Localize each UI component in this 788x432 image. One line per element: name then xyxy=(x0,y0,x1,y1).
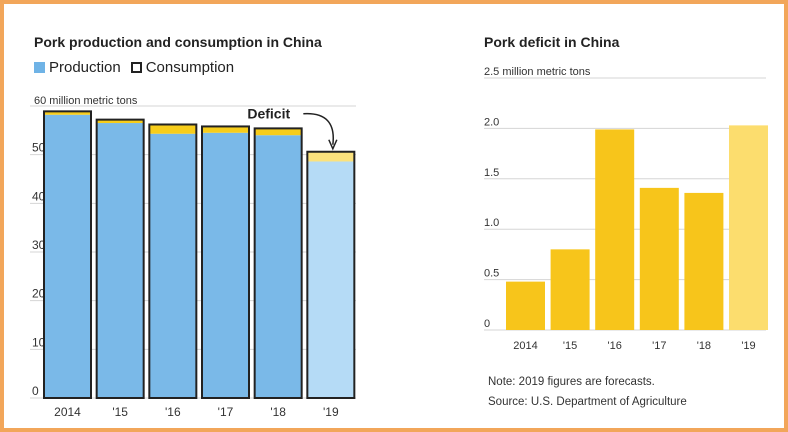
deficit-annotation: Deficit xyxy=(247,106,290,122)
deficit-bar-19 xyxy=(729,125,768,330)
right-y-tick-label: 0.5 xyxy=(484,268,499,280)
left-y-tick-label: 50 xyxy=(32,141,46,155)
right-y-tick-label: 1.5 xyxy=(484,167,499,179)
right-x-tick-label-19: '19 xyxy=(741,340,755,352)
deficit-bar-18 xyxy=(684,192,724,330)
deficit-segment-15 xyxy=(96,119,144,124)
left-x-tick-label-19: '19 xyxy=(323,405,339,419)
right-y-tick-label: 1.0 xyxy=(484,217,499,229)
deficit-annotation-arrow xyxy=(303,112,334,145)
right-x-tick-label-16: '16 xyxy=(608,340,622,352)
production-bar-17 xyxy=(202,132,249,398)
left-y-tick-label: 40 xyxy=(32,189,46,203)
right-x-tick-label-17: '17 xyxy=(652,340,666,352)
left-y-tick-label: 0 xyxy=(32,384,39,398)
right-chart-unit-label: 2.5 million metric tons xyxy=(484,66,591,78)
production-bar-18 xyxy=(254,135,302,398)
forecast-note: Note: 2019 figures are forecasts. xyxy=(488,376,655,388)
right-y-tick-label: 2.0 xyxy=(484,116,499,128)
left-x-tick-label-18: '18 xyxy=(270,405,286,419)
left-y-tick-label: 10 xyxy=(32,335,46,349)
deficit-bar-17 xyxy=(639,187,679,330)
consumption-outline-17 xyxy=(201,125,250,399)
right-y-tick-label: 0 xyxy=(484,318,490,330)
deficit-bar-2014 xyxy=(506,281,545,330)
deficit-segment-19 xyxy=(307,151,355,162)
deficit-segment-2014 xyxy=(44,111,91,115)
legend-swatch-production xyxy=(34,62,45,73)
consumption-outline-19 xyxy=(306,150,356,399)
legend-label-production: Production xyxy=(49,59,121,76)
left-x-tick-label-16: '16 xyxy=(165,405,181,419)
left-chart-legend: Production Consumption xyxy=(34,59,234,76)
deficit-segment-18 xyxy=(254,128,302,136)
deficit-segment-16 xyxy=(149,124,197,134)
deficit-segment-17 xyxy=(202,126,249,133)
left-chart-title: Pork production and consumption in China xyxy=(34,34,322,50)
deficit-annotation-arrowhead xyxy=(328,139,338,151)
source-note: Source: U.S. Department of Agriculture xyxy=(488,396,687,408)
consumption-outline-2014 xyxy=(43,110,92,399)
left-y-tick-label: 30 xyxy=(32,238,46,252)
legend-label-consumption: Consumption xyxy=(145,59,235,76)
consumption-outline-18 xyxy=(253,127,303,400)
production-bar-2014 xyxy=(44,114,91,398)
left-x-tick-label-15: '15 xyxy=(112,405,128,419)
production-bar-19 xyxy=(307,161,355,398)
deficit-bar-15 xyxy=(550,249,590,330)
consumption-outline-16 xyxy=(148,123,198,399)
production-bar-16 xyxy=(149,133,197,399)
right-chart-title: Pork deficit in China xyxy=(484,34,620,50)
right-x-tick-label-18: '18 xyxy=(697,340,711,352)
production-bar-15 xyxy=(96,123,144,399)
left-x-tick-label-2014: 2014 xyxy=(54,405,81,419)
right-x-tick-label-2014: 2014 xyxy=(513,340,537,352)
left-y-tick-label: 20 xyxy=(32,287,46,301)
left-chart-unit-label: 60 million metric tons xyxy=(34,95,138,107)
deficit-bar-16 xyxy=(595,129,635,330)
left-x-tick-label-17: '17 xyxy=(218,405,234,419)
legend-swatch-consumption xyxy=(130,62,142,73)
right-x-tick-label-15: '15 xyxy=(563,340,577,352)
consumption-outline-15 xyxy=(95,118,145,399)
